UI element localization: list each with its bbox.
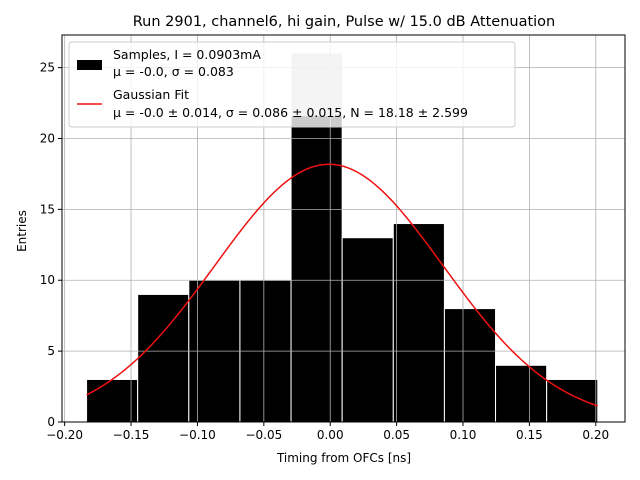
chart-title: Run 2901, channel6, hi gain, Pulse w/ 15…	[133, 14, 556, 30]
legend: Samples, I = 0.0903mA μ = -0.0, σ = 0.08…	[68, 41, 516, 128]
legend-box	[68, 41, 516, 128]
y-tick-label: 15	[40, 202, 55, 216]
y-tick-label: 20	[40, 131, 55, 145]
x-tick-label: 0.00	[317, 428, 344, 442]
x-axis-label: Timing from OFCs [ns]	[276, 451, 411, 465]
histogram-bar	[341, 237, 394, 423]
x-tick-label: −0.20	[46, 428, 83, 442]
y-tick-label: 10	[40, 273, 55, 287]
x-tick-label: 0.20	[582, 428, 609, 442]
x-tick-label: 0.05	[383, 428, 410, 442]
legend-swatch-samples	[77, 60, 102, 70]
x-tick-label: 0.10	[450, 428, 477, 442]
y-tick-label: 0	[47, 415, 55, 429]
x-tick-label: −0.05	[245, 428, 282, 442]
x-tick-label: −0.15	[113, 428, 150, 442]
y-axis-ticks: 0 5 10 15 20 25	[40, 61, 62, 429]
histogram-bar	[137, 293, 190, 423]
histogram-bar	[392, 223, 445, 423]
gaussian-fit-curve	[86, 163, 599, 407]
x-tick-label: −0.10	[179, 428, 216, 442]
x-tick-label: 0.15	[516, 428, 543, 442]
legend-params-fit: μ = -0.0 ± 0.014, σ = 0.086 ± 0.015, N =…	[113, 105, 468, 120]
histogram-bar	[86, 378, 139, 423]
histogram-bar	[443, 308, 497, 423]
fit-curve-layer	[86, 163, 599, 407]
axes-frame	[61, 34, 626, 423]
legend-label-samples: Samples, I = 0.0903mA	[113, 47, 261, 62]
y-axis-label: Entries	[15, 210, 29, 252]
x-axis-ticks: −0.20 −0.15 −0.10 −0.05 0.00 0.05 0.10 0.15 0.20	[46, 422, 609, 442]
legend-stats-samples: μ = -0.0, σ = 0.083	[113, 64, 234, 79]
y-tick-label: 5	[47, 344, 55, 358]
y-tick-label: 25	[40, 61, 55, 75]
legend-label-fit: Gaussian Fit	[113, 87, 189, 102]
